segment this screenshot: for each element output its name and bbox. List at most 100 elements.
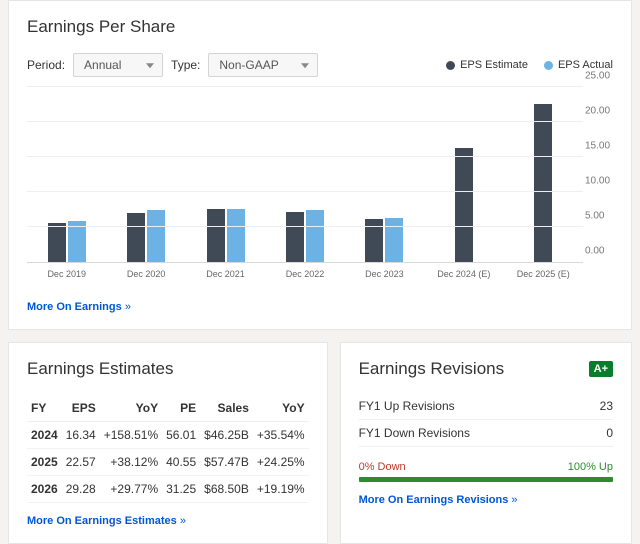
revision-row: FY1 Up Revisions23 [359, 393, 613, 420]
bar[interactable] [286, 212, 304, 262]
type-value: Non-GAAP [219, 58, 278, 72]
table-row: 202629.28+29.77%31.25$68.50B+19.19% [27, 476, 309, 503]
grid-line [27, 191, 583, 192]
grid-line [27, 121, 583, 122]
bar-group [186, 87, 265, 262]
period-select[interactable]: Annual [73, 53, 163, 77]
more-earnings-link[interactable]: More On Earnings » [27, 301, 131, 313]
table-cell: 31.25 [162, 476, 200, 503]
estimates-header-row: FYEPSYoYPESalesYoY [27, 395, 309, 422]
bar[interactable] [534, 104, 552, 262]
revisions-grade: A+ [589, 361, 613, 377]
table-cell: +38.12% [100, 449, 162, 476]
swatch-actual [544, 61, 553, 70]
bar-group [345, 87, 424, 262]
table-cell: $68.50B [200, 476, 253, 503]
period-value: Annual [84, 58, 121, 72]
y-tick-label: 20.00 [585, 106, 611, 117]
estimates-col-header: YoY [100, 395, 162, 422]
table-cell: 40.55 [162, 449, 200, 476]
revisions-gauge: 0% Down 100% Up [359, 461, 613, 482]
bar-group [106, 87, 185, 262]
x-tick-label: Dec 2023 [345, 263, 424, 287]
chart-bars [27, 87, 583, 262]
x-tick-label: Dec 2021 [186, 263, 265, 287]
y-tick-label: 15.00 [585, 141, 611, 152]
estimates-body: 202416.34+158.51%56.01$46.25B+35.54%2025… [27, 422, 309, 503]
table-cell: +29.77% [100, 476, 162, 503]
revisions-panel: Earnings Revisions A+ FY1 Up Revisions23… [340, 342, 632, 544]
table-cell: +19.19% [253, 476, 309, 503]
grid-line [27, 86, 583, 87]
bar-group [424, 87, 503, 262]
gauge-labels: 0% Down 100% Up [359, 461, 613, 473]
grid-line [27, 226, 583, 227]
x-tick-label: Dec 2020 [106, 263, 185, 287]
bar-group [504, 87, 583, 262]
more-revisions-link[interactable]: More On Earnings Revisions » [359, 494, 518, 506]
revision-label: FY1 Up Revisions [359, 399, 455, 413]
grid-line [27, 156, 583, 157]
table-cell: 2025 [27, 449, 62, 476]
x-tick-label: Dec 2025 (E) [504, 263, 583, 287]
y-tick-label: 25.00 [585, 71, 611, 82]
table-cell: +35.54% [253, 422, 309, 449]
estimates-col-header: FY [27, 395, 62, 422]
bar-group [265, 87, 344, 262]
bar[interactable] [207, 209, 225, 262]
estimates-panel: Earnings Estimates FYEPSYoYPESalesYoY 20… [8, 342, 328, 544]
bar[interactable] [385, 218, 403, 262]
bar[interactable] [227, 209, 245, 262]
bar[interactable] [306, 210, 324, 262]
bottom-row: Earnings Estimates FYEPSYoYPESalesYoY 20… [0, 342, 640, 544]
table-cell: 22.57 [62, 449, 100, 476]
table-cell: 56.01 [162, 422, 200, 449]
table-cell: +24.25% [253, 449, 309, 476]
bar[interactable] [48, 223, 66, 262]
eps-chart: 0.005.0010.0015.0020.0025.00 Dec 2019Dec… [27, 87, 613, 287]
gauge-up-label: 100% Up [568, 461, 613, 473]
period-label: Period: [27, 58, 65, 72]
type-label: Type: [171, 58, 200, 72]
raquo-icon: » [125, 301, 131, 313]
type-select[interactable]: Non-GAAP [208, 53, 318, 77]
chevron-down-icon [301, 63, 309, 68]
chart-x-labels: Dec 2019Dec 2020Dec 2021Dec 2022Dec 2023… [27, 263, 583, 287]
revision-row: FY1 Down Revisions 0 [359, 420, 613, 447]
y-tick-label: 10.00 [585, 176, 611, 187]
legend-estimate: EPS Estimate [446, 59, 528, 71]
chart-legend: EPS Estimate EPS Actual [446, 59, 613, 71]
table-cell: 29.28 [62, 476, 100, 503]
raquo-icon: » [511, 494, 517, 506]
bar[interactable] [147, 210, 165, 263]
estimates-col-header: YoY [253, 395, 309, 422]
table-cell: $46.25B [200, 422, 253, 449]
table-cell: $57.47B [200, 449, 253, 476]
estimates-col-header: Sales [200, 395, 253, 422]
revisions-title: Earnings Revisions [359, 359, 505, 379]
x-tick-label: Dec 2024 (E) [424, 263, 503, 287]
y-tick-label: 5.00 [585, 211, 611, 222]
bar[interactable] [127, 213, 145, 262]
x-tick-label: Dec 2019 [27, 263, 106, 287]
table-row: 202416.34+158.51%56.01$46.25B+35.54% [27, 422, 309, 449]
y-tick-label: 0.00 [585, 246, 611, 257]
revision-value: 0 [606, 426, 613, 440]
more-estimates-link[interactable]: More On Earnings Estimates » [27, 515, 186, 527]
gauge-bar [359, 477, 613, 482]
revisions-rows: FY1 Up Revisions23 FY1 Down Revisions 0 [359, 393, 613, 447]
raquo-icon: » [180, 515, 186, 527]
table-cell: 16.34 [62, 422, 100, 449]
chart-plot: 0.005.0010.0015.0020.0025.00 [27, 87, 583, 263]
x-tick-label: Dec 2022 [265, 263, 344, 287]
estimates-table: FYEPSYoYPESalesYoY 202416.34+158.51%56.0… [27, 395, 309, 503]
table-cell: 2026 [27, 476, 62, 503]
estimates-col-header: EPS [62, 395, 100, 422]
revision-label: FY1 Down Revisions [359, 426, 470, 440]
table-cell: +158.51% [100, 422, 162, 449]
table-row: 202522.57+38.12%40.55$57.47B+24.25% [27, 449, 309, 476]
bar-group [27, 87, 106, 262]
bar[interactable] [455, 148, 473, 262]
eps-controls: Period: Annual Type: Non-GAAP EPS Estima… [27, 53, 613, 77]
table-cell: 2024 [27, 422, 62, 449]
